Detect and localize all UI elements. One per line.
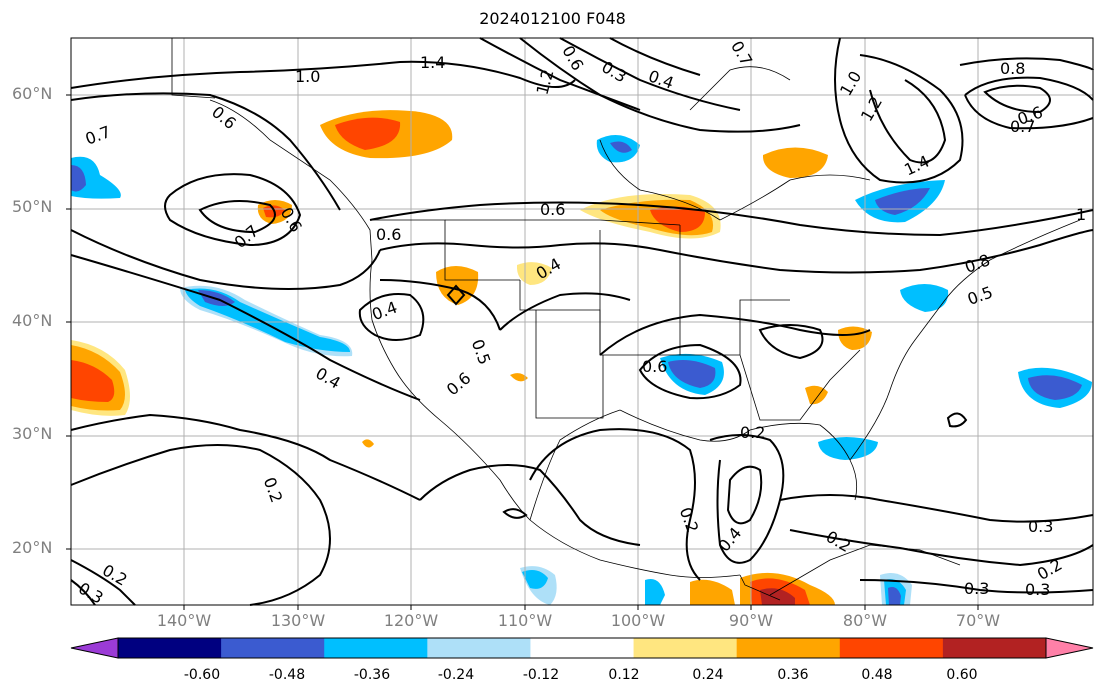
contour-label: 0.5: [468, 337, 495, 367]
colorbar-tick-label: -0.48: [268, 667, 306, 683]
contour-lines: [70, 37, 1094, 606]
shade-blob: [760, 588, 795, 605]
shade-blob: [1028, 375, 1082, 400]
colorbar-cell: [221, 638, 325, 658]
colorbar-cell: [118, 638, 222, 658]
contour-label: 0.7: [727, 38, 756, 70]
contour-label: 0.4: [369, 298, 399, 325]
contour-label: 0.3: [1028, 517, 1053, 536]
gridlines: [71, 38, 1093, 605]
lon-label-100w: 100°W: [610, 611, 666, 630]
colorbar-cell: [633, 638, 738, 658]
contour-label: 0.6: [540, 200, 565, 219]
contour-label: 1.0: [836, 68, 865, 100]
colorbar-tick-label: 0.24: [692, 667, 724, 683]
colorbar-tick-label: -0.60: [183, 667, 221, 683]
shade-blob: [516, 262, 552, 285]
contour-label-layer: 1.0 1.4 1.2 0.6 0.3 0.4 0.7 1.0 1.2 0.8 …: [75, 38, 1086, 608]
axis-ticks: [66, 94, 979, 610]
lon-label-80w: 80°W: [842, 611, 888, 630]
colorbar-tick-label: -0.24: [437, 667, 475, 683]
contour-label: 0.8: [1000, 59, 1025, 78]
colorbar-tick-label: 0.48: [861, 667, 893, 683]
shade-blob: [838, 326, 872, 350]
shade-blob: [690, 579, 735, 605]
contour-label: 0.6: [208, 102, 240, 133]
contour-label: 1.2: [533, 67, 558, 97]
colorbar-extend-right: [1045, 637, 1094, 659]
contour-label: 1: [1076, 205, 1086, 224]
shade-blob: [668, 360, 716, 388]
colorbar: [70, 637, 1094, 659]
contour-label: 0.4: [646, 66, 676, 93]
contour-label: 0.6: [642, 357, 667, 376]
lat-label-50n: 50°N: [12, 197, 53, 216]
shade-blob: [875, 188, 930, 215]
contour-label: 0.3: [964, 579, 989, 598]
contour-label: 0.2: [740, 423, 765, 442]
lat-label-30n: 30°N: [12, 424, 53, 443]
shade-blob: [650, 206, 705, 232]
shade-blob: [610, 141, 632, 153]
shade-blob: [888, 587, 901, 605]
contour-label: 0.5: [965, 282, 995, 309]
contour-label: 0.3: [1025, 580, 1050, 599]
coastlines: [171, 38, 1081, 601]
contour-label: 0.7: [231, 221, 263, 252]
shade-blob: [71, 156, 121, 199]
shade-blob: [71, 360, 115, 402]
lat-label-20n: 20°N: [12, 538, 53, 557]
colorbar-tick-label: 0.36: [777, 667, 809, 683]
chart-title: 2024012100 F048: [479, 9, 626, 28]
shade-blob: [362, 439, 374, 448]
lat-label-60n: 60°N: [12, 84, 53, 103]
colorbar-tick-label: 0.12: [608, 667, 640, 683]
shade-blob: [900, 284, 949, 312]
shade-blob: [762, 147, 828, 178]
shading-layer: [71, 110, 1092, 605]
contour-label: 0.7: [1010, 117, 1035, 136]
colorbar-outline: [117, 637, 1047, 659]
shade-blob: [645, 579, 665, 605]
contour-label: 0.7: [83, 122, 113, 149]
contour-label: 0.8: [962, 250, 992, 277]
lon-label-70w: 70°W: [955, 611, 1001, 630]
lat-label-40n: 40°N: [12, 311, 53, 330]
contour-label: 0.2: [99, 560, 131, 589]
lon-label-140w: 140°W: [156, 611, 212, 630]
colorbar-cell: [324, 638, 428, 658]
contour-label: 0.6: [443, 368, 475, 399]
contour-label: 0.2: [823, 527, 855, 556]
colorbar-tick-label: -0.36: [353, 667, 391, 683]
lon-label-90w: 90°W: [728, 611, 774, 630]
colorbar-tick-label: 0.60: [946, 667, 978, 683]
colorbar-cell: [427, 638, 531, 658]
contour-label: 1.0: [295, 67, 320, 86]
colorbar-cell: [942, 638, 1047, 658]
shade-blob: [805, 385, 828, 405]
colorbar-cell: [736, 638, 841, 658]
colorbar-cell: [530, 638, 635, 658]
colorbar-tick-label: -0.12: [522, 667, 560, 683]
contour-label: 0.2: [260, 475, 287, 505]
shade-blob: [510, 373, 528, 382]
shade-blob: [522, 570, 548, 589]
contour-label: 0.3: [75, 578, 107, 607]
colorbar-cell: [839, 638, 944, 658]
contour-label: 1.4: [420, 53, 445, 72]
colorbar-extend-left: [70, 637, 119, 659]
lon-label-120w: 120°W: [383, 611, 439, 630]
contour-label: 0.2: [676, 505, 703, 535]
shade-blob: [818, 437, 878, 460]
contour-label: 0.6: [376, 225, 401, 244]
lon-label-110w: 110°W: [497, 611, 553, 630]
shade-blob: [436, 266, 479, 305]
lon-label-130w: 130°W: [270, 611, 326, 630]
shade-blob: [71, 165, 86, 192]
contour-label: 0.4: [312, 363, 344, 392]
shade-blob: [335, 117, 401, 150]
